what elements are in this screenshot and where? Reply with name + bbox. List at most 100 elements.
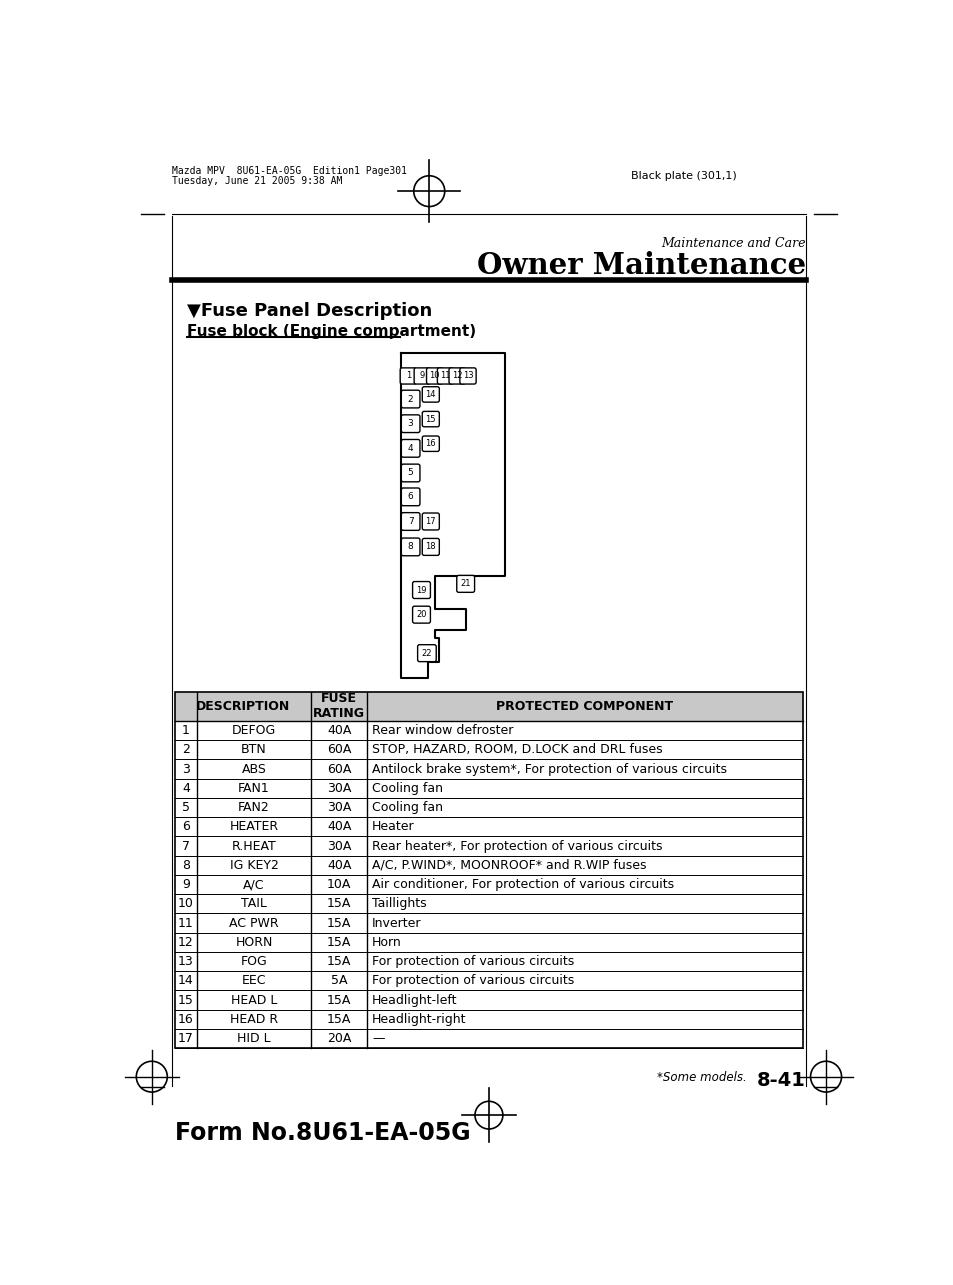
FancyBboxPatch shape: [422, 387, 439, 402]
Text: 60A: 60A: [327, 743, 351, 757]
Text: 15A: 15A: [327, 897, 351, 910]
Text: Headlight-left: Headlight-left: [372, 993, 456, 1006]
FancyBboxPatch shape: [412, 582, 430, 599]
FancyBboxPatch shape: [422, 538, 439, 555]
Text: 14: 14: [178, 974, 193, 987]
Text: 11: 11: [178, 916, 193, 929]
Text: R.HEAT: R.HEAT: [232, 839, 276, 852]
FancyBboxPatch shape: [399, 368, 416, 384]
Text: Horn: Horn: [372, 935, 401, 948]
Text: 11: 11: [440, 371, 451, 380]
Text: 15A: 15A: [327, 955, 351, 968]
Text: Mazda MPV  8U61-EA-05G  Edition1 Page301: Mazda MPV 8U61-EA-05G Edition1 Page301: [172, 166, 407, 176]
FancyBboxPatch shape: [456, 576, 474, 592]
Text: Owner Maintenance: Owner Maintenance: [476, 252, 805, 280]
FancyBboxPatch shape: [422, 436, 439, 451]
Text: Form No.8U61-EA-05G: Form No.8U61-EA-05G: [174, 1122, 470, 1145]
Text: 2: 2: [408, 394, 413, 403]
Text: Cooling fan: Cooling fan: [372, 801, 442, 813]
Text: 14: 14: [425, 389, 436, 398]
Text: ABS: ABS: [241, 762, 266, 776]
Text: 12: 12: [178, 935, 193, 948]
Text: Rear window defroster: Rear window defroster: [372, 723, 513, 738]
Text: 9: 9: [182, 878, 190, 891]
Text: Maintenance and Care: Maintenance and Care: [660, 238, 805, 251]
Text: 1: 1: [405, 371, 411, 380]
FancyBboxPatch shape: [401, 415, 419, 433]
Text: EEC: EEC: [242, 974, 266, 987]
Text: Headlight-right: Headlight-right: [372, 1013, 466, 1025]
Text: 30A: 30A: [327, 781, 351, 795]
Text: Rear heater*, For protection of various circuits: Rear heater*, For protection of various …: [372, 839, 661, 852]
Text: 13: 13: [462, 371, 473, 380]
FancyBboxPatch shape: [414, 368, 430, 384]
Text: 15: 15: [178, 993, 193, 1006]
FancyBboxPatch shape: [401, 439, 419, 457]
Text: 15A: 15A: [327, 1013, 351, 1025]
Text: 40A: 40A: [327, 723, 351, 738]
Text: FAN1: FAN1: [238, 781, 270, 795]
Text: 20: 20: [416, 610, 426, 619]
Text: 7: 7: [182, 839, 190, 852]
Text: HID L: HID L: [237, 1032, 271, 1045]
Text: 15A: 15A: [327, 993, 351, 1006]
Text: 6: 6: [407, 492, 413, 501]
Text: IG KEY2: IG KEY2: [230, 858, 278, 871]
Text: Antilock brake system*, For protection of various circuits: Antilock brake system*, For protection o…: [372, 762, 726, 776]
Text: 8: 8: [182, 858, 190, 871]
Text: TAIL: TAIL: [241, 897, 267, 910]
Text: 19: 19: [416, 586, 426, 595]
Text: 15A: 15A: [327, 916, 351, 929]
Text: 9: 9: [419, 371, 424, 380]
Text: BTN: BTN: [241, 743, 267, 757]
Polygon shape: [400, 353, 505, 677]
Text: ▼Fuse Panel Description: ▼Fuse Panel Description: [187, 302, 433, 320]
Text: 12: 12: [452, 371, 462, 380]
Text: 15A: 15A: [327, 935, 351, 948]
Text: HEATER: HEATER: [230, 820, 278, 833]
FancyBboxPatch shape: [401, 488, 419, 506]
Text: HEAD L: HEAD L: [231, 993, 277, 1006]
Text: 4: 4: [408, 443, 413, 452]
Text: 18: 18: [425, 542, 436, 551]
Text: A/C, P.WIND*, MOONROOF* and R.WIP fuses: A/C, P.WIND*, MOONROOF* and R.WIP fuses: [372, 858, 646, 871]
Text: 7: 7: [407, 517, 413, 526]
Text: 17: 17: [425, 517, 436, 526]
Text: DESCRIPTION: DESCRIPTION: [196, 700, 290, 713]
FancyBboxPatch shape: [417, 645, 436, 662]
Text: 30A: 30A: [327, 839, 351, 852]
Text: 10: 10: [178, 897, 193, 910]
FancyBboxPatch shape: [401, 464, 419, 482]
Text: AC PWR: AC PWR: [229, 916, 278, 929]
Text: Black plate (301,1): Black plate (301,1): [630, 171, 736, 181]
FancyBboxPatch shape: [426, 368, 442, 384]
Text: 22: 22: [421, 649, 432, 658]
Text: HEAD R: HEAD R: [230, 1013, 278, 1025]
Text: —: —: [372, 1032, 384, 1045]
Text: 40A: 40A: [327, 820, 351, 833]
Text: 5: 5: [182, 801, 190, 813]
Text: 10A: 10A: [327, 878, 351, 891]
Text: *Some models.: *Some models.: [657, 1072, 746, 1085]
Text: 30A: 30A: [327, 801, 351, 813]
Text: 13: 13: [178, 955, 193, 968]
Text: For protection of various circuits: For protection of various circuits: [372, 974, 574, 987]
Text: 21: 21: [460, 580, 471, 589]
Text: Heater: Heater: [372, 820, 415, 833]
Text: 16: 16: [178, 1013, 193, 1025]
Text: Tuesday, June 21 2005 9:38 AM: Tuesday, June 21 2005 9:38 AM: [172, 176, 342, 186]
FancyBboxPatch shape: [459, 368, 476, 384]
Text: FOG: FOG: [240, 955, 267, 968]
Text: STOP, HAZARD, ROOM, D.LOCK and DRL fuses: STOP, HAZARD, ROOM, D.LOCK and DRL fuses: [372, 743, 661, 757]
FancyBboxPatch shape: [436, 368, 454, 384]
Text: 20A: 20A: [327, 1032, 351, 1045]
Text: 3: 3: [407, 419, 413, 428]
Text: 15: 15: [425, 415, 436, 424]
Text: A/C: A/C: [243, 878, 265, 891]
FancyBboxPatch shape: [401, 513, 419, 531]
Text: For protection of various circuits: For protection of various circuits: [372, 955, 574, 968]
Text: DEFOG: DEFOG: [232, 723, 276, 738]
Text: 8: 8: [407, 542, 413, 551]
Text: PROTECTED COMPONENT: PROTECTED COMPONENT: [496, 700, 673, 713]
Text: 8-41: 8-41: [757, 1072, 805, 1090]
